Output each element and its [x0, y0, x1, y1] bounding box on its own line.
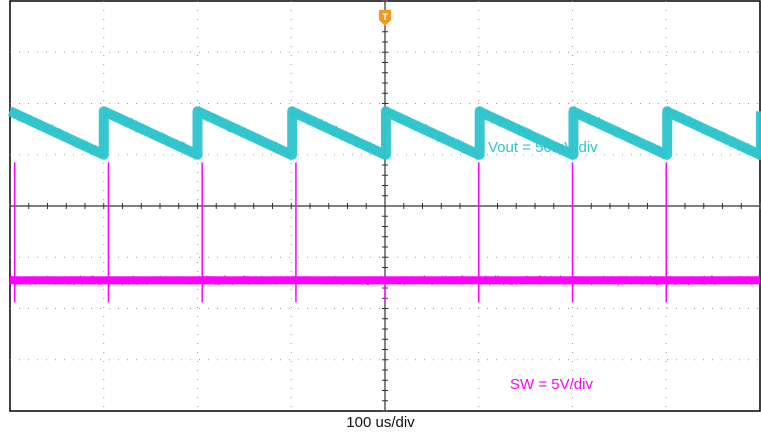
sw-scale-label: SW = 5V/div — [510, 376, 593, 393]
vout-scale-label: Vout = 50mV/div — [488, 139, 598, 156]
vout-noise — [9, 106, 761, 161]
trigger-icon — [379, 10, 391, 26]
trigger-letter: T — [382, 12, 388, 22]
x-axis-label: 100 us/div — [346, 414, 415, 431]
sw-noise — [9, 274, 761, 287]
traces — [5, 106, 761, 303]
trigger-marker: T — [379, 10, 391, 26]
